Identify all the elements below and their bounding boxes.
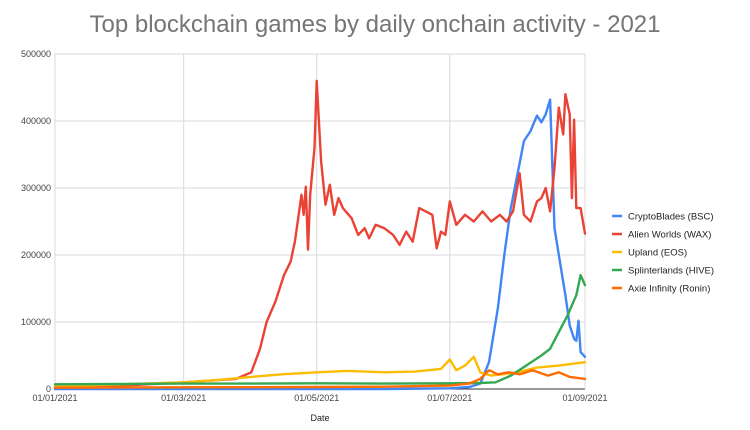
axis-ticks: 0 100000 200000 300000 400000 500000 01/01/202… bbox=[21, 49, 608, 403]
y-tick-label: 0 bbox=[46, 384, 51, 394]
series-line-1 bbox=[53, 79, 587, 389]
legend-label: CryptoBlades (BSC) bbox=[628, 212, 714, 223]
y-tick-label: 100000 bbox=[21, 317, 51, 327]
series-line-4 bbox=[53, 369, 587, 389]
x-tick-label: 01/09/2021 bbox=[562, 393, 607, 403]
legend-label: Alien Worlds (WAX) bbox=[628, 230, 711, 241]
series-line-3 bbox=[53, 273, 587, 386]
x-tick-label: 01/01/2021 bbox=[32, 393, 77, 403]
legend-label: Splinterlands (HIVE) bbox=[628, 266, 714, 277]
legend-label: Axie Infinity (Ronin) bbox=[628, 284, 710, 295]
x-axis-label: Date bbox=[310, 413, 329, 423]
y-tick-label: 400000 bbox=[21, 116, 51, 126]
y-tick-label: 500000 bbox=[21, 49, 51, 59]
legend-label: Upland (EOS) bbox=[628, 248, 687, 259]
y-tick-label: 200000 bbox=[21, 250, 51, 260]
x-tick-label: 01/07/2021 bbox=[427, 393, 472, 403]
y-tick-label: 300000 bbox=[21, 183, 51, 193]
chart-title: Top blockchain games by daily onchain ac… bbox=[90, 11, 661, 38]
series-line-2 bbox=[53, 355, 587, 388]
x-tick-label: 01/03/2021 bbox=[161, 393, 206, 403]
legend: CryptoBlades (BSC) Alien Worlds (WAX) Upla… bbox=[612, 212, 714, 295]
series-lines bbox=[53, 79, 587, 391]
x-tick-label: 01/05/2021 bbox=[294, 393, 339, 403]
